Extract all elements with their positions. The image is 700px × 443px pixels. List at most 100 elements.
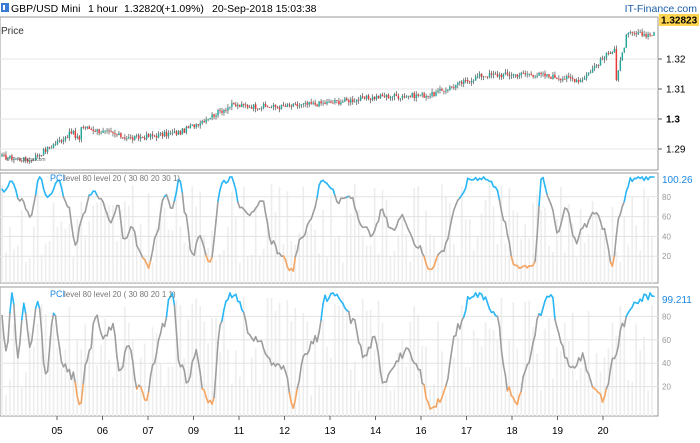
pci-1-tick-label: 40 — [662, 232, 671, 241]
pci-background-bar — [53, 203, 55, 283]
candle-body — [435, 92, 436, 96]
pci-background-bar — [49, 241, 51, 283]
candle-body — [100, 133, 101, 134]
pci-background-bar — [263, 249, 265, 283]
pci-background-bar — [306, 322, 308, 416]
candle-body — [580, 80, 581, 82]
pci-background-bar — [378, 254, 380, 283]
pci-background-bar — [132, 185, 134, 283]
candle-body — [279, 108, 280, 110]
pci-background-bar — [485, 200, 487, 283]
pci-background-bar — [346, 196, 348, 283]
pci-background-bar — [203, 235, 205, 283]
candle-body — [451, 87, 452, 88]
candle-body — [378, 96, 379, 98]
candle-body — [394, 94, 395, 97]
pci-background-bar — [540, 210, 542, 283]
candle-body — [225, 110, 226, 111]
candle-body — [620, 60, 621, 70]
candle-body — [639, 32, 640, 33]
pci-background-bar — [33, 347, 35, 416]
header-logo-icon — [1, 3, 9, 12]
candle-body — [217, 110, 218, 116]
pci-background-bar — [33, 227, 35, 283]
candle-body — [649, 34, 650, 35]
candle-body — [128, 137, 129, 138]
pci-background-bar — [409, 322, 411, 416]
pci-panel-1[interactable]: PCI level 80 level 20 ( 30 80 20 30 1) — [0, 173, 658, 283]
pci-background-bar — [326, 258, 328, 283]
candle-body — [628, 33, 629, 35]
x-tick-label: 17 — [461, 426, 473, 437]
candle-body — [643, 34, 644, 36]
x-tick-label: 11 — [234, 426, 245, 437]
candle-body — [497, 74, 498, 76]
pci-background-bar — [73, 257, 75, 283]
pci-background-bar — [635, 225, 637, 283]
candle-body — [154, 136, 155, 137]
candle-body — [142, 137, 143, 138]
candle-body — [356, 100, 357, 102]
candle-body — [320, 101, 321, 103]
candle-body — [148, 134, 149, 137]
pci-background-bar — [199, 306, 201, 416]
candle-body — [350, 99, 351, 102]
pci-background-bar — [350, 214, 352, 283]
candle-body — [251, 107, 252, 109]
pci-background-bar — [247, 257, 249, 283]
candle-body — [564, 79, 565, 80]
candle-body — [519, 75, 520, 76]
candle-body — [612, 52, 613, 54]
candle-body — [261, 108, 262, 109]
candle-body — [457, 83, 458, 85]
candle-body — [447, 90, 448, 91]
candle-body — [626, 35, 627, 48]
pci-background-bar — [80, 201, 82, 283]
candle-body — [201, 121, 202, 123]
candle-body — [483, 76, 484, 77]
pci-background-bar — [429, 234, 431, 283]
x-tick-label: 06 — [97, 426, 109, 437]
candle-body — [289, 105, 290, 106]
pci-background-bar — [172, 366, 174, 416]
pci-background-bar — [108, 359, 110, 416]
pci-background-bar — [473, 250, 475, 283]
pci-panel-2[interactable]: PCI level 80 level 20 ( 30 80 20 1 1) — [0, 287, 658, 416]
candle-body — [360, 96, 361, 100]
candle-body — [342, 102, 343, 103]
pci-background-bar — [647, 198, 649, 283]
pci-background-bar — [160, 364, 162, 416]
pci-background-bar — [509, 341, 511, 416]
candle-body — [308, 102, 309, 105]
pci-background-bar — [45, 243, 47, 283]
pci-background-bar — [191, 186, 193, 283]
pci-background-bar — [235, 350, 237, 416]
candle-body — [249, 107, 250, 108]
candle-body — [340, 102, 341, 104]
price-axis-label: Price — [1, 26, 24, 37]
pci-background-bar — [643, 189, 645, 283]
candle-body — [417, 94, 418, 95]
candle-body — [576, 80, 577, 82]
pci-background-bar — [231, 384, 233, 416]
pci-1-tick-label: 80 — [662, 193, 671, 202]
candle-body — [104, 131, 105, 132]
pci-background-bar — [29, 258, 31, 283]
x-tick-label: 13 — [324, 426, 336, 437]
pci-background-bar — [92, 206, 94, 283]
pci-background-bar — [334, 238, 336, 283]
pci-background-bar — [457, 337, 459, 416]
pci-background-bar — [65, 350, 67, 416]
candle-body — [374, 97, 375, 99]
candle-body — [558, 79, 559, 80]
candle-body — [203, 121, 204, 122]
pci-background-bar — [318, 385, 320, 416]
pci-background-bar — [433, 236, 435, 283]
pci-background-bar — [473, 330, 475, 416]
candle-body — [265, 104, 266, 106]
candle-body — [92, 130, 93, 131]
pci-background-bar — [350, 370, 352, 416]
pci-1-value-tag-text: 100.26 — [662, 175, 693, 186]
price-panel[interactable]: Price © IT-Finance.com — [0, 17, 658, 170]
candle-body — [77, 136, 78, 138]
